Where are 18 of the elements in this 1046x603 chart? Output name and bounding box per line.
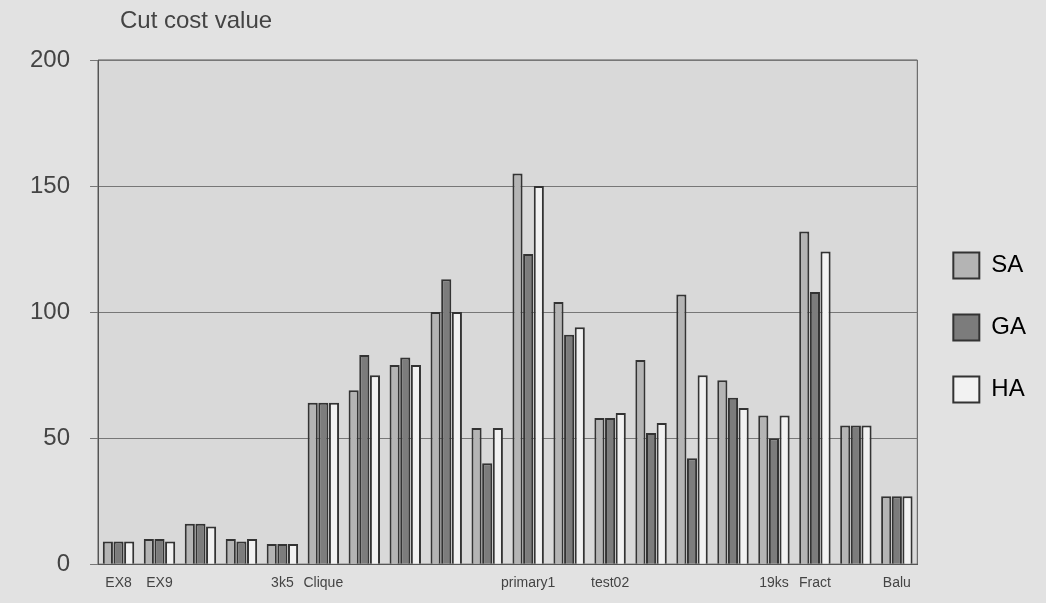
legend-label: SA bbox=[991, 250, 1024, 278]
y-tick-label: 100 bbox=[30, 296, 71, 324]
legend-label: GA bbox=[991, 312, 1027, 340]
x-tick-label: 3k5 bbox=[271, 574, 294, 591]
x-tick-label: Clique bbox=[303, 574, 344, 591]
x-tick-label: Fract bbox=[798, 574, 831, 591]
x-tick-label: EX9 bbox=[146, 574, 173, 591]
y-tick-label: 200 bbox=[30, 44, 71, 72]
x-tick-label: EX8 bbox=[105, 574, 132, 591]
y-axis-title: Cut cost value bbox=[120, 6, 273, 34]
x-tick-label: primary1 bbox=[500, 574, 556, 591]
x-tick-label: test02 bbox=[591, 574, 630, 591]
y-tick-label: 0 bbox=[56, 548, 71, 576]
x-tick-label: 19ks bbox=[759, 574, 789, 591]
legend-label: HA bbox=[991, 374, 1025, 402]
y-tick-label: 50 bbox=[43, 422, 71, 450]
y-tick-label: 150 bbox=[30, 170, 71, 198]
x-tick-label: Balu bbox=[882, 574, 911, 591]
